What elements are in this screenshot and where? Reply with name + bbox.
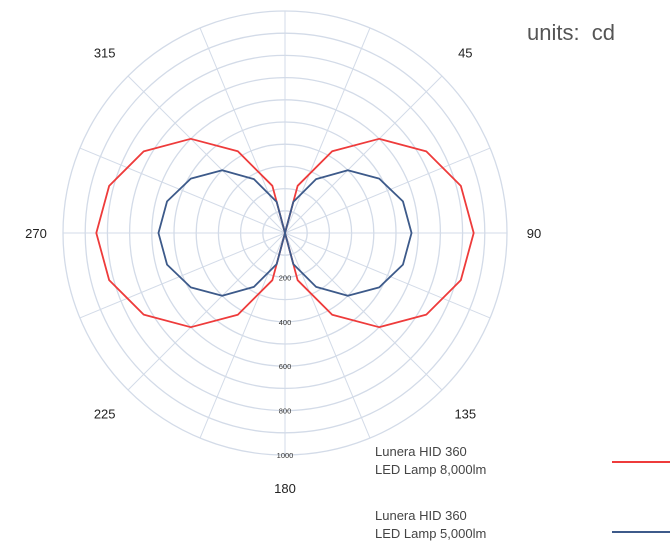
radial-tick-label: 600 bbox=[279, 362, 292, 371]
grid-spoke bbox=[79, 147, 286, 234]
radial-tick-label: 1000 bbox=[277, 451, 294, 460]
radial-tick-labels: 200 400 600 800 1000 bbox=[277, 273, 294, 460]
legend-label-line1: Lunera HID 360 bbox=[375, 508, 467, 523]
radial-tick-label: 800 bbox=[279, 407, 292, 416]
grid-spoke bbox=[284, 75, 443, 234]
angle-label: 315 bbox=[94, 46, 116, 61]
grid-spoke bbox=[284, 232, 491, 319]
series-line-1 bbox=[157, 169, 413, 297]
grid-spoke bbox=[199, 27, 286, 234]
angle-label: 180 bbox=[274, 481, 296, 496]
grid-spoke bbox=[284, 27, 371, 234]
series-layer bbox=[95, 137, 475, 329]
legend-entry-8000lm: Lunera HID 360 LED Lamp 8,000lm bbox=[375, 443, 486, 479]
legend-label-line2: LED Lamp 8,000lm bbox=[375, 462, 487, 477]
angle-label: 270 bbox=[25, 226, 47, 241]
angle-label: 225 bbox=[94, 406, 116, 421]
legend-label-line1: Lunera HID 360 bbox=[375, 444, 467, 459]
grid-spokes bbox=[63, 11, 507, 455]
units-label: units: cd bbox=[527, 20, 616, 45]
radial-tick-label: 200 bbox=[279, 273, 292, 282]
legend-swatch-8000lm bbox=[612, 461, 670, 463]
grid-spoke bbox=[79, 232, 286, 319]
grid-spoke bbox=[284, 147, 491, 234]
grid-spoke bbox=[127, 75, 286, 234]
grid-spoke bbox=[127, 232, 286, 391]
angle-label: 45 bbox=[458, 46, 472, 61]
legend-label-line2: LED Lamp 5,000lm bbox=[375, 526, 487, 541]
grid-spoke bbox=[284, 232, 371, 439]
legend-swatch-5000lm bbox=[612, 531, 670, 533]
angle-label: 135 bbox=[454, 406, 476, 421]
legend-entry-5000lm: Lunera HID 360 LED Lamp 5,000lm bbox=[375, 507, 486, 543]
grid-spoke bbox=[199, 232, 286, 439]
grid-spoke bbox=[284, 232, 443, 391]
angle-label: 90 bbox=[527, 226, 541, 241]
radial-tick-label: 400 bbox=[279, 318, 292, 327]
